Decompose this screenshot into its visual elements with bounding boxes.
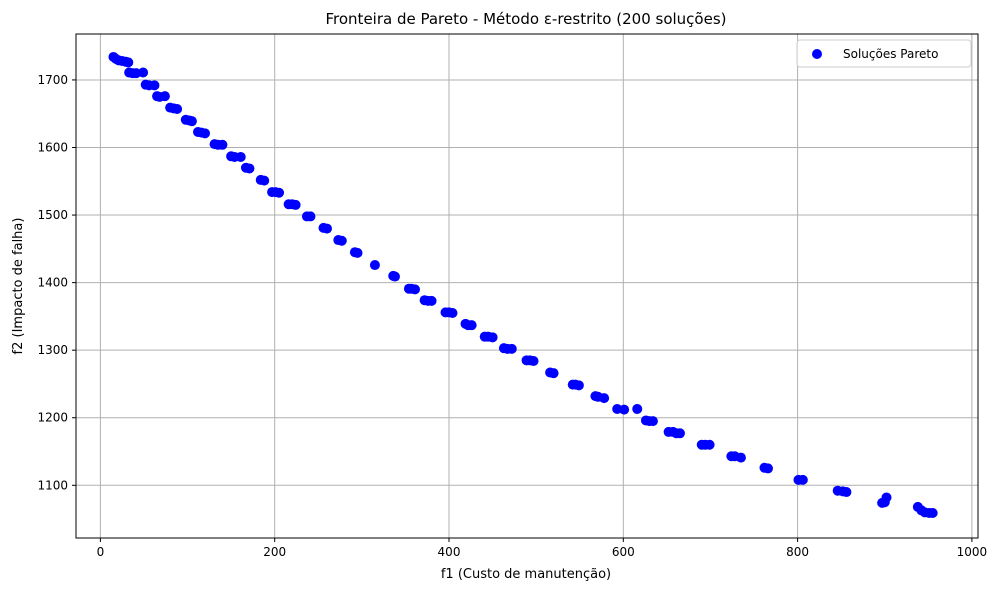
x-tick-label: 1000 (957, 545, 988, 559)
data-point (321, 223, 332, 234)
plot-frame (75, 33, 979, 539)
data-point (506, 343, 517, 354)
data-point (487, 332, 498, 343)
data-point (305, 211, 316, 222)
data-points (108, 51, 938, 519)
y-tick-label: 1100 (37, 478, 68, 492)
data-point (762, 463, 773, 474)
data-point (410, 284, 421, 295)
data-point (704, 439, 715, 450)
data-point (674, 428, 685, 439)
legend: Soluções Pareto (796, 39, 972, 68)
y-tick-label: 1700 (37, 73, 68, 87)
chart-title: Fronteira de Pareto - Método ε-restrito … (326, 10, 727, 28)
y-tick-label: 1600 (37, 141, 68, 155)
data-point (159, 91, 170, 102)
data-point (881, 492, 892, 503)
data-point (199, 128, 210, 139)
data-point (466, 320, 477, 331)
x-tick-label: 800 (786, 545, 809, 559)
x-tick-label: 400 (438, 545, 461, 559)
data-point (259, 175, 270, 186)
data-point (447, 308, 458, 319)
data-point (336, 235, 347, 246)
data-point (290, 199, 301, 210)
data-point (244, 163, 255, 174)
grid-lines (76, 34, 978, 538)
y-axis-label: f2 (Impacto de falha) (11, 218, 26, 355)
x-axis-label: f1 (Custo de manutenção) (441, 567, 611, 582)
data-point (235, 151, 246, 162)
data-point (426, 295, 437, 306)
data-point (528, 355, 539, 366)
data-point (573, 380, 584, 391)
data-point (841, 487, 852, 498)
y-axis-ticks: 1100 1200 1300 1400 1500 1600 1700 (37, 73, 76, 492)
x-tick-label: 0 (97, 545, 105, 559)
data-point (632, 403, 643, 414)
legend-box (796, 39, 972, 68)
data-point (548, 368, 559, 379)
data-point (274, 187, 285, 198)
data-point (927, 508, 938, 519)
data-point (797, 474, 808, 485)
data-point (599, 393, 610, 404)
data-point (735, 452, 746, 463)
data-point (619, 404, 630, 415)
data-point (172, 103, 183, 114)
data-point (369, 260, 380, 271)
x-tick-label: 200 (263, 545, 286, 559)
data-point (352, 247, 363, 258)
legend-marker (812, 49, 822, 59)
y-tick-label: 1400 (37, 276, 68, 290)
x-axis-ticks: 0 200 400 600 800 1000 (97, 538, 988, 559)
data-point (389, 271, 400, 282)
data-point (123, 57, 134, 68)
y-tick-label: 1500 (37, 208, 68, 222)
data-point (186, 116, 197, 127)
data-point (138, 67, 149, 78)
legend-label: Soluções Pareto (843, 47, 938, 61)
data-point (149, 80, 160, 91)
y-tick-label: 1300 (37, 343, 68, 357)
y-tick-label: 1200 (37, 411, 68, 425)
data-point (647, 416, 658, 427)
data-point (217, 139, 228, 150)
x-tick-label: 600 (612, 545, 635, 559)
